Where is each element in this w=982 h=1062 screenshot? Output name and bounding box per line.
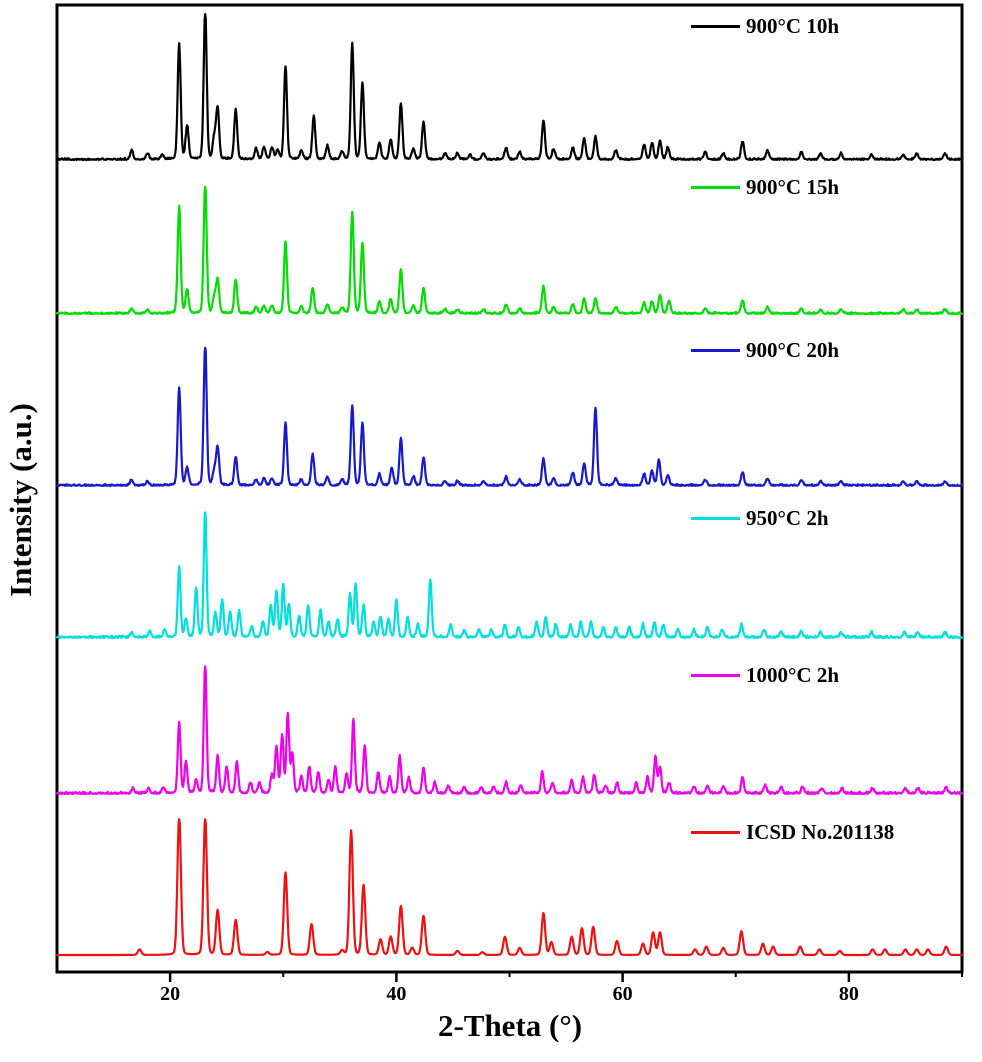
legend-label: ICSD No.201138 xyxy=(746,820,895,844)
x-tick-label-60: 60 xyxy=(612,983,633,1005)
legend-line-swatch xyxy=(691,25,740,28)
legend-line-swatch xyxy=(691,186,740,189)
x-tick-label-80: 80 xyxy=(838,983,859,1005)
legend-line-swatch xyxy=(691,831,740,834)
xrd-trace-5 xyxy=(55,818,964,957)
legend-label: 900°C 10h xyxy=(746,14,839,38)
legend-item-0: 900°C 10h xyxy=(691,16,839,37)
legend-label: 950°C 2h xyxy=(746,506,829,530)
x-axis-title: 2-Theta (°) xyxy=(437,1008,583,1043)
legend-item-4: 1000°C 2h xyxy=(691,665,839,686)
legend-item-2: 900°C 20h xyxy=(691,340,839,361)
legend-item-3: 950°C 2h xyxy=(691,508,829,529)
xrd-trace-1 xyxy=(55,185,964,316)
legend-label: 900°C 20h xyxy=(746,338,839,362)
legend-label: 1000°C 2h xyxy=(746,663,839,687)
legend-item-1: 900°C 15h xyxy=(691,177,839,198)
legend-line-swatch xyxy=(691,349,740,352)
xrd-trace-0 xyxy=(55,13,964,162)
legend-line-swatch xyxy=(691,517,740,520)
xrd-trace-2 xyxy=(55,346,964,488)
x-tick-label-40: 40 xyxy=(386,983,407,1005)
xrd-trace-4 xyxy=(55,665,964,796)
legend-item-5: ICSD No.201138 xyxy=(691,822,894,843)
xrd-trace-3 xyxy=(55,511,964,640)
y-axis-title: Intensity (a.u.) xyxy=(3,403,38,597)
x-tick-label-20: 20 xyxy=(160,983,181,1005)
legend-label: 900°C 15h xyxy=(746,175,839,199)
legend-line-swatch xyxy=(691,674,740,677)
